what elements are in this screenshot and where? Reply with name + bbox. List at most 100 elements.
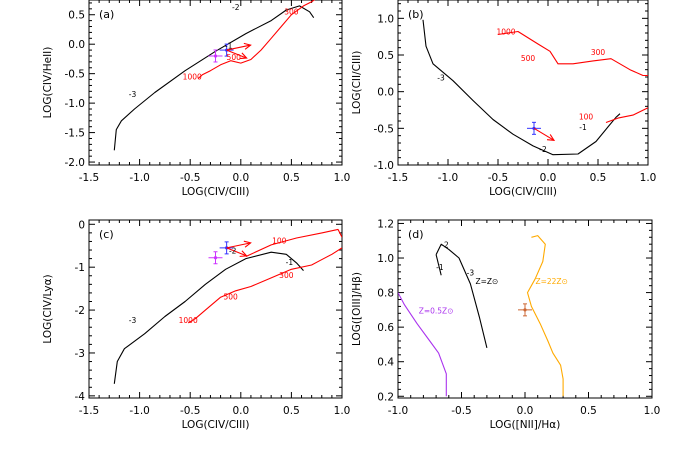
annotation-label: 500 <box>521 54 536 63</box>
x-tick-label: 1.0 <box>334 405 351 417</box>
x-tick-label: 0.0 <box>540 172 557 184</box>
y-axis-label: LOG([OIII]/Hβ) <box>351 272 363 346</box>
series-line <box>497 30 648 77</box>
series-line <box>187 247 342 324</box>
point-marker <box>213 256 218 260</box>
annotation-label: -2 <box>441 241 449 250</box>
panel-2: -1.5 -1.0 -0.5 0.0 0.5 1.0-1.0-0.50.00.51.0LO… <box>351 0 656 198</box>
arrow-head <box>546 134 556 141</box>
y-tick-label: 0.5 <box>377 50 394 62</box>
y-tick-label: 1.0 <box>377 253 394 265</box>
annotation-label: -1 <box>579 123 587 132</box>
y-tick-label: -2 <box>75 305 85 317</box>
plot-area: -3 -2 -1 100 300 500 1000 <box>113 228 342 384</box>
arrow-head <box>239 250 248 257</box>
point-marker <box>523 308 527 312</box>
data-point <box>208 49 223 63</box>
annotation-label: -3 <box>437 74 445 83</box>
panel-label: (d) <box>408 228 424 241</box>
annotation-label: 300 <box>284 8 299 17</box>
x-axis-label: LOG(CIV/CIII) <box>182 186 250 198</box>
x-tick-label: -0.5 <box>451 405 472 417</box>
arrow-shaft <box>226 242 251 249</box>
arrow-head <box>239 52 248 60</box>
series-line <box>113 251 304 384</box>
x-tick-label: -1.0 <box>129 172 150 184</box>
annotation-label: 1000 <box>179 316 198 325</box>
x-tick-label: 0.5 <box>283 405 300 417</box>
x-tick-label: -0.5 <box>488 172 509 184</box>
y-tick-label: 0.2 <box>377 391 394 403</box>
y-tick-label: 0.6 <box>377 322 394 334</box>
annotation-label: -2 <box>232 3 240 12</box>
annotation-label: 300 <box>279 271 294 280</box>
panel-4: -1.0 -0.5 0.0 0.5 1.0 0.2 0.4 0.6 0.8 1.0 1.2 LOG([… <box>351 218 660 431</box>
x-tick-label: 1.0 <box>644 405 661 417</box>
x-tick-label: -1.5 <box>79 172 100 184</box>
point-marker <box>213 54 218 58</box>
series-line <box>245 228 342 257</box>
data-point <box>518 303 532 317</box>
series-line <box>435 243 488 349</box>
y-tick-label: -2.0 <box>65 157 86 169</box>
x-tick-label: 0.0 <box>517 405 534 417</box>
annotation-label: Z=0.5Z⊙ <box>419 306 454 315</box>
plot-area: -3 -2 -1 1000 500 300 100 <box>422 19 648 156</box>
arrow-shaft <box>226 49 247 59</box>
x-tick-label: -1.5 <box>79 405 100 417</box>
y-tick-label: 0.5 <box>68 10 85 22</box>
data-point <box>208 251 223 265</box>
x-axis-label: LOG([NII]/Hα) <box>490 419 561 431</box>
x-tick-label: 0.5 <box>590 172 607 184</box>
annotation-label: -1 <box>286 258 294 267</box>
annotation-label: -1 <box>225 41 233 50</box>
plot-frame <box>88 0 343 166</box>
x-tick-label: 1.0 <box>334 172 351 184</box>
x-tick-label: -1.0 <box>129 405 150 417</box>
panel-label: (c) <box>99 228 114 241</box>
arrow-head <box>243 42 252 50</box>
annotation-label: 300 <box>591 48 606 57</box>
arrow-shaft <box>533 127 555 141</box>
annotation-label: Z=Z⊙ <box>475 277 498 286</box>
panel-label: (b) <box>408 8 424 21</box>
annotation-label: -2 <box>539 145 547 154</box>
x-tick-label: -1.5 <box>388 172 409 184</box>
x-axis-label: LOG(CIV/CIII) <box>182 419 250 431</box>
x-tick-label: -0.5 <box>180 405 201 417</box>
y-tick-label: -4 <box>75 391 86 403</box>
arrow-shaft <box>226 44 251 51</box>
annotation-label: -2 <box>229 246 237 255</box>
y-tick-label: 0 <box>78 219 85 231</box>
x-tick-label: 0.5 <box>580 405 597 417</box>
annotation-label: 1000 <box>183 73 202 82</box>
annotation-label: 100 <box>579 113 594 122</box>
y-tick-label: -0.5 <box>374 123 395 135</box>
y-tick-label: -1.0 <box>65 98 86 110</box>
x-tick-label: -1.0 <box>438 172 459 184</box>
annotation-label: Z=22Z⊙ <box>535 277 567 286</box>
annotation-label: 100 <box>272 237 287 246</box>
y-axis-label: LOG(CIV/Lyα) <box>42 274 54 343</box>
y-tick-label: 0.0 <box>377 87 394 99</box>
annotation-label: 500 <box>224 292 239 301</box>
panel-1: -1.5 -1.0 -0.5 0.0 0.5 1.0 -2.0 -1.5 -1.0 -0.5 0.0… <box>42 0 350 198</box>
y-axis-label: LOG(CIV/HeII) <box>42 47 54 119</box>
series-line <box>197 0 316 79</box>
series-line <box>398 292 447 397</box>
annotation-label: 1000 <box>496 27 515 36</box>
y-tick-label: -1.0 <box>374 160 395 172</box>
y-tick-label: 1.2 <box>377 218 394 230</box>
x-tick-label: -0.5 <box>180 172 201 184</box>
x-axis-label: LOG(CIV/CIII) <box>489 186 557 198</box>
annotation-label: -1 <box>436 263 444 272</box>
series-line <box>422 19 621 156</box>
x-tick-label: 1.0 <box>640 172 657 184</box>
plot-area: -3 -2 300 500 1000 -1 <box>113 0 316 151</box>
x-tick-label: -1.0 <box>388 405 409 417</box>
series-line <box>605 107 648 124</box>
y-axis-label: LOG(CII/CIII) <box>351 51 363 115</box>
annotation-label: -3 <box>129 90 137 99</box>
arrow-head <box>243 240 252 248</box>
